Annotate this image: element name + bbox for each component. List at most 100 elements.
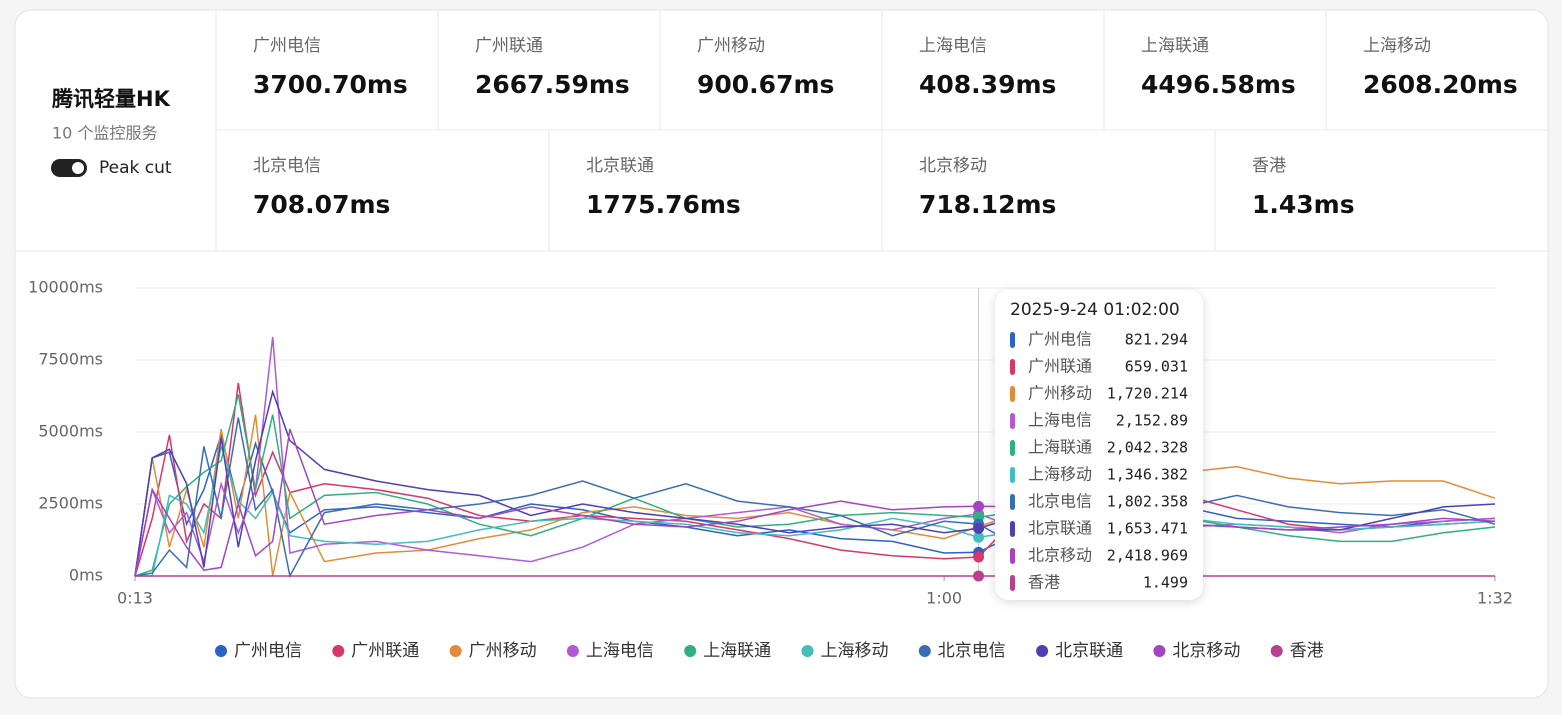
tooltip-value: 2,152.89	[1116, 412, 1188, 430]
legend-label: 北京电信	[938, 641, 1006, 661]
tooltip-name: 上海移动	[1028, 465, 1092, 484]
tooltip-name: 上海电信	[1028, 411, 1092, 430]
stat-name: 上海电信	[919, 36, 987, 56]
legend-label: 上海电信	[586, 641, 654, 661]
legend-item[interactable]: 上海移动	[801, 641, 889, 661]
tooltip-swatch	[1010, 575, 1015, 591]
stat-name: 广州联通	[475, 36, 543, 56]
y-tick-label: 0ms	[69, 566, 103, 585]
tooltip-swatch	[1010, 548, 1015, 564]
legend-label: 北京移动	[1172, 641, 1240, 661]
hover-dot	[973, 570, 985, 582]
tooltip-value: 821.294	[1125, 331, 1188, 349]
series-line	[134, 382, 1496, 577]
tooltip-swatch	[1010, 413, 1015, 429]
tooltip-name: 广州电信	[1028, 330, 1092, 349]
hover-dot	[973, 531, 985, 543]
stat-value: 1.43ms	[1252, 190, 1355, 219]
tooltip-swatch	[1010, 332, 1015, 348]
stat-name: 香港	[1252, 156, 1286, 176]
tooltip-value: 2,042.328	[1107, 439, 1188, 457]
tooltip-box	[995, 290, 1203, 600]
legend-dot	[684, 645, 697, 657]
service-count: 10 个监控服务	[52, 124, 157, 143]
series-line	[135, 446, 1496, 577]
stat-name: 广州移动	[697, 36, 765, 56]
y-tick-label: 2500ms	[38, 494, 103, 513]
toggle-label: Peak cut	[99, 158, 172, 178]
legend-item[interactable]: 广州电信	[215, 641, 302, 661]
tooltip-name: 北京电信	[1028, 492, 1092, 511]
tooltip-name: 北京移动	[1028, 546, 1092, 565]
legend-label: 上海移动	[821, 641, 889, 661]
legend-item[interactable]: 上海电信	[566, 641, 654, 661]
tooltip-swatch	[1010, 386, 1015, 402]
y-tick-label: 7500ms	[38, 350, 103, 369]
legend-label: 香港	[1290, 641, 1324, 661]
legend-label: 上海联通	[703, 641, 771, 661]
hover-dot	[973, 522, 985, 534]
legend-item[interactable]: 广州联通	[332, 641, 419, 661]
legend-item[interactable]: 北京移动	[1153, 641, 1240, 661]
legend-dot	[449, 645, 462, 657]
x-tick-label: 1:00	[926, 589, 962, 608]
stat-value: 4496.58ms	[1141, 70, 1296, 99]
legend-label: 广州移动	[469, 641, 537, 661]
series-line	[134, 394, 1496, 577]
tooltip: 2025-9-24 01:02:00 广州电信 821.294 广州联通 659.031…	[995, 290, 1203, 600]
y-tick-label: 5000ms	[38, 422, 103, 441]
peak-cut-toggle[interactable]: Peak cut	[51, 158, 172, 178]
tooltip-value: 1,802.358	[1107, 493, 1188, 511]
stat-value: 718.12ms	[919, 190, 1056, 219]
stat-value: 2608.20ms	[1363, 70, 1518, 99]
tooltip-value: 659.031	[1125, 358, 1188, 376]
tooltip-name: 北京联通	[1028, 519, 1092, 538]
tooltip-value: 1,346.382	[1107, 466, 1188, 484]
legend-label: 北京联通	[1055, 641, 1123, 661]
legend-item[interactable]: 广州移动	[449, 641, 537, 661]
stat-name: 北京移动	[919, 156, 987, 176]
x-tick-label: 1:32	[1477, 589, 1513, 608]
server-title: 腾讯轻量HK	[52, 87, 171, 111]
legend-dot	[801, 645, 814, 657]
tooltip-name: 广州移动	[1028, 384, 1092, 403]
stat-value: 1775.76ms	[586, 190, 741, 219]
legend-label: 广州联通	[351, 641, 419, 661]
legend-dot	[1036, 645, 1049, 657]
card	[14, 9, 1549, 699]
tooltip-title: 2025-9-24 01:02:00	[1010, 300, 1180, 320]
stat-name: 北京联通	[586, 156, 654, 176]
legend-item[interactable]: 香港	[1270, 641, 1324, 661]
stat-value: 408.39ms	[919, 70, 1056, 99]
tooltip-value: 1,653.471	[1107, 520, 1188, 538]
legend-item[interactable]: 北京电信	[918, 641, 1006, 661]
legend-dot	[332, 645, 345, 657]
legend-dot	[1270, 645, 1283, 657]
y-tick-label: 10000ms	[28, 278, 103, 297]
tooltip-value: 1.499	[1143, 574, 1188, 592]
legend-dot	[566, 645, 579, 657]
series-line	[134, 417, 1496, 579]
tooltip-swatch	[1010, 440, 1015, 456]
stat-value: 708.07ms	[253, 190, 390, 219]
x-tick-label: 0:13	[117, 589, 153, 608]
legend-item[interactable]: 北京联通	[1036, 641, 1123, 661]
series-line	[134, 428, 1496, 577]
tooltip-swatch	[1010, 467, 1015, 483]
stat-value: 3700.70ms	[253, 70, 408, 99]
legend-dot	[215, 645, 227, 657]
tooltip-swatch	[1010, 521, 1015, 537]
tooltip-swatch	[1010, 494, 1015, 510]
tooltip-value: 1,720.214	[1107, 385, 1188, 403]
stat-name: 广州电信	[253, 36, 321, 56]
tooltip-value: 2,418.969	[1107, 547, 1188, 565]
stat-value: 900.67ms	[697, 70, 834, 99]
tooltip-name: 上海联通	[1028, 438, 1092, 457]
tooltip-swatch	[1010, 359, 1015, 375]
hover-dot	[973, 500, 985, 512]
legend-item[interactable]: 上海联通	[684, 641, 771, 661]
tooltip-name: 香港	[1028, 573, 1060, 592]
hover-dot	[973, 551, 985, 563]
legend-dot	[918, 645, 931, 657]
